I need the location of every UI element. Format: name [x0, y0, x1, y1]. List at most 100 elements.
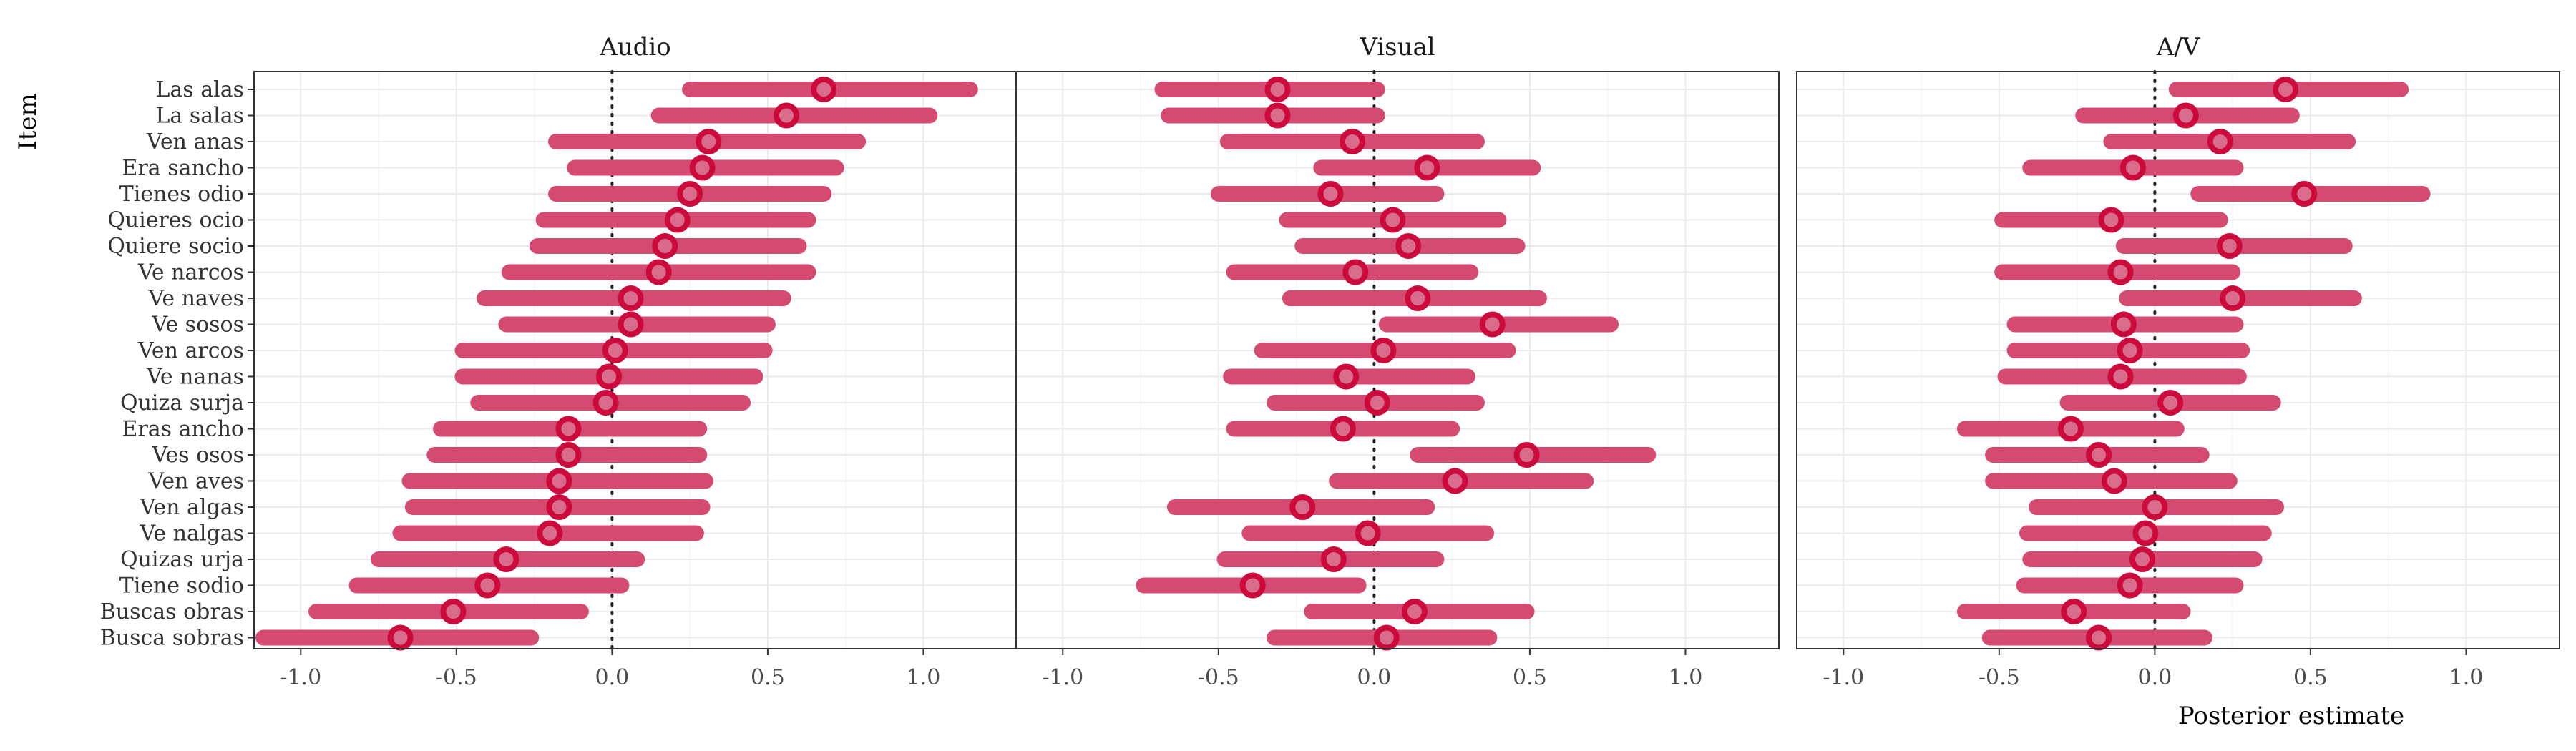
panel-title: Audio — [599, 33, 671, 62]
y-tick-label: Ven arcos — [137, 338, 244, 363]
y-tick-label: Quieres ocio — [107, 208, 244, 233]
panel-border — [1015, 71, 1780, 649]
point-estimate — [2207, 129, 2233, 154]
point-estimate — [2098, 207, 2124, 233]
y-tick-label: Tiene sodio — [119, 574, 244, 599]
y-tick-label: Eras ancho — [122, 417, 244, 442]
point-estimate — [2157, 390, 2184, 416]
point-estimate — [1401, 599, 1428, 624]
point-estimate — [592, 390, 619, 416]
y-tick-label: Buscas obras — [100, 599, 244, 624]
y-tick-label: Ve naves — [147, 286, 244, 311]
y-tick-label: Tienes odio — [119, 182, 244, 207]
x-tick-label: 0.0 — [2138, 665, 2172, 690]
point-estimate — [1264, 102, 1291, 129]
y-tick-label: Ve nalgas — [140, 521, 245, 546]
point-estimate — [2061, 599, 2087, 624]
point-estimate — [652, 233, 678, 259]
x-tick-label: 1.0 — [907, 665, 941, 690]
y-tick-label: Quiere socio — [107, 234, 244, 259]
y-tick-label: Busca sobras — [100, 626, 244, 651]
panel-title: A/V — [2156, 33, 2201, 62]
x-tick-label: -0.5 — [436, 665, 477, 690]
point-estimate — [645, 259, 672, 285]
x-tick-label: -0.5 — [1979, 665, 2020, 690]
point-estimate — [2110, 311, 2137, 338]
point-estimate — [537, 520, 563, 546]
x-tick-label: -1.0 — [280, 665, 321, 690]
panel-1: Audio -1.0 -0.5 0.0 0.5 1.0 — [253, 33, 1018, 690]
panel-border — [1796, 71, 2560, 649]
point-estimate — [1239, 572, 1266, 599]
point-estimate — [387, 624, 414, 651]
x-tick-label: 0.5 — [751, 665, 785, 690]
y-tick-label: Ve nanas — [146, 365, 244, 390]
y-tick-label: La salas — [155, 104, 244, 129]
panel-3: A/V -1.0 -0.5 0.0 0.5 1.0 — [1796, 33, 2560, 690]
point-estimate — [440, 599, 467, 624]
point-estimate — [664, 207, 691, 233]
point-estimate — [546, 468, 572, 494]
point-estimate — [1355, 520, 1381, 546]
point-estimate — [689, 154, 716, 181]
y-tick-label: Ven aves — [147, 469, 244, 494]
point-estimate — [811, 77, 837, 102]
x-tick-label: 1.0 — [1669, 665, 1703, 690]
point-estimate — [677, 181, 703, 207]
x-tick-label: -0.5 — [1198, 665, 1239, 690]
point-estimate — [1330, 416, 1356, 442]
point-estimate — [1342, 259, 1369, 285]
y-tick-label: Quiza surja — [120, 391, 244, 416]
point-estimate — [1339, 129, 1365, 154]
y-tick-label: Ve sosos — [151, 313, 244, 338]
x-tick-label: 0.5 — [1513, 665, 1547, 690]
point-estimate — [474, 572, 501, 599]
point-estimate — [2273, 77, 2299, 102]
point-estimate — [1364, 390, 1390, 416]
x-tick-label: 0.0 — [1357, 665, 1392, 690]
point-estimate — [2107, 259, 2134, 285]
point-estimate — [2119, 154, 2146, 181]
point-estimate — [618, 285, 644, 311]
point-estimate — [1264, 77, 1291, 102]
panel-title: Visual — [1359, 33, 1435, 62]
point-estimate — [546, 494, 572, 520]
x-tick-label: 1.0 — [2449, 665, 2484, 690]
point-estimate — [1405, 285, 1431, 311]
x-tick-label: 0.0 — [595, 665, 630, 690]
point-estimate — [1333, 363, 1360, 390]
y-tick-label: Era sancho — [122, 156, 244, 181]
y-tick-label: Ves osos — [151, 443, 244, 468]
point-estimate — [1442, 468, 1468, 494]
panel-2: Visual -1.0 -0.5 0.0 0.5 1.0 — [1015, 33, 1780, 690]
point-estimate — [1479, 311, 1506, 338]
point-estimate — [1289, 494, 1316, 520]
point-estimate — [602, 338, 628, 363]
point-estimate — [1320, 546, 1347, 572]
y-tick-label: Las alas — [155, 77, 244, 102]
point-estimate — [555, 442, 582, 468]
x-axis-title: Posterior estimate — [2178, 702, 2404, 730]
point-estimate — [1395, 233, 1422, 259]
point-estimate — [1370, 338, 1397, 363]
point-estimate — [2107, 363, 2134, 390]
point-estimate — [2291, 181, 2318, 207]
point-estimate — [2172, 102, 2199, 129]
x-tick-label: -1.0 — [1042, 665, 1083, 690]
point-estimate — [493, 546, 519, 572]
y-tick-label: Ven anas — [146, 129, 244, 154]
point-estimate — [2129, 546, 2155, 572]
point-estimate — [696, 129, 722, 154]
point-estimate — [2117, 338, 2143, 363]
point-estimate — [2142, 494, 2168, 520]
point-estimate — [2101, 468, 2127, 494]
y-axis-title: Item — [14, 93, 42, 149]
point-estimate — [1317, 181, 1344, 207]
point-estimate — [1373, 624, 1400, 651]
point-estimate — [2057, 416, 2084, 442]
point-estimate — [555, 416, 582, 442]
x-tick-label: 0.5 — [2293, 665, 2328, 690]
y-tick-label: Ven algas — [140, 495, 245, 520]
